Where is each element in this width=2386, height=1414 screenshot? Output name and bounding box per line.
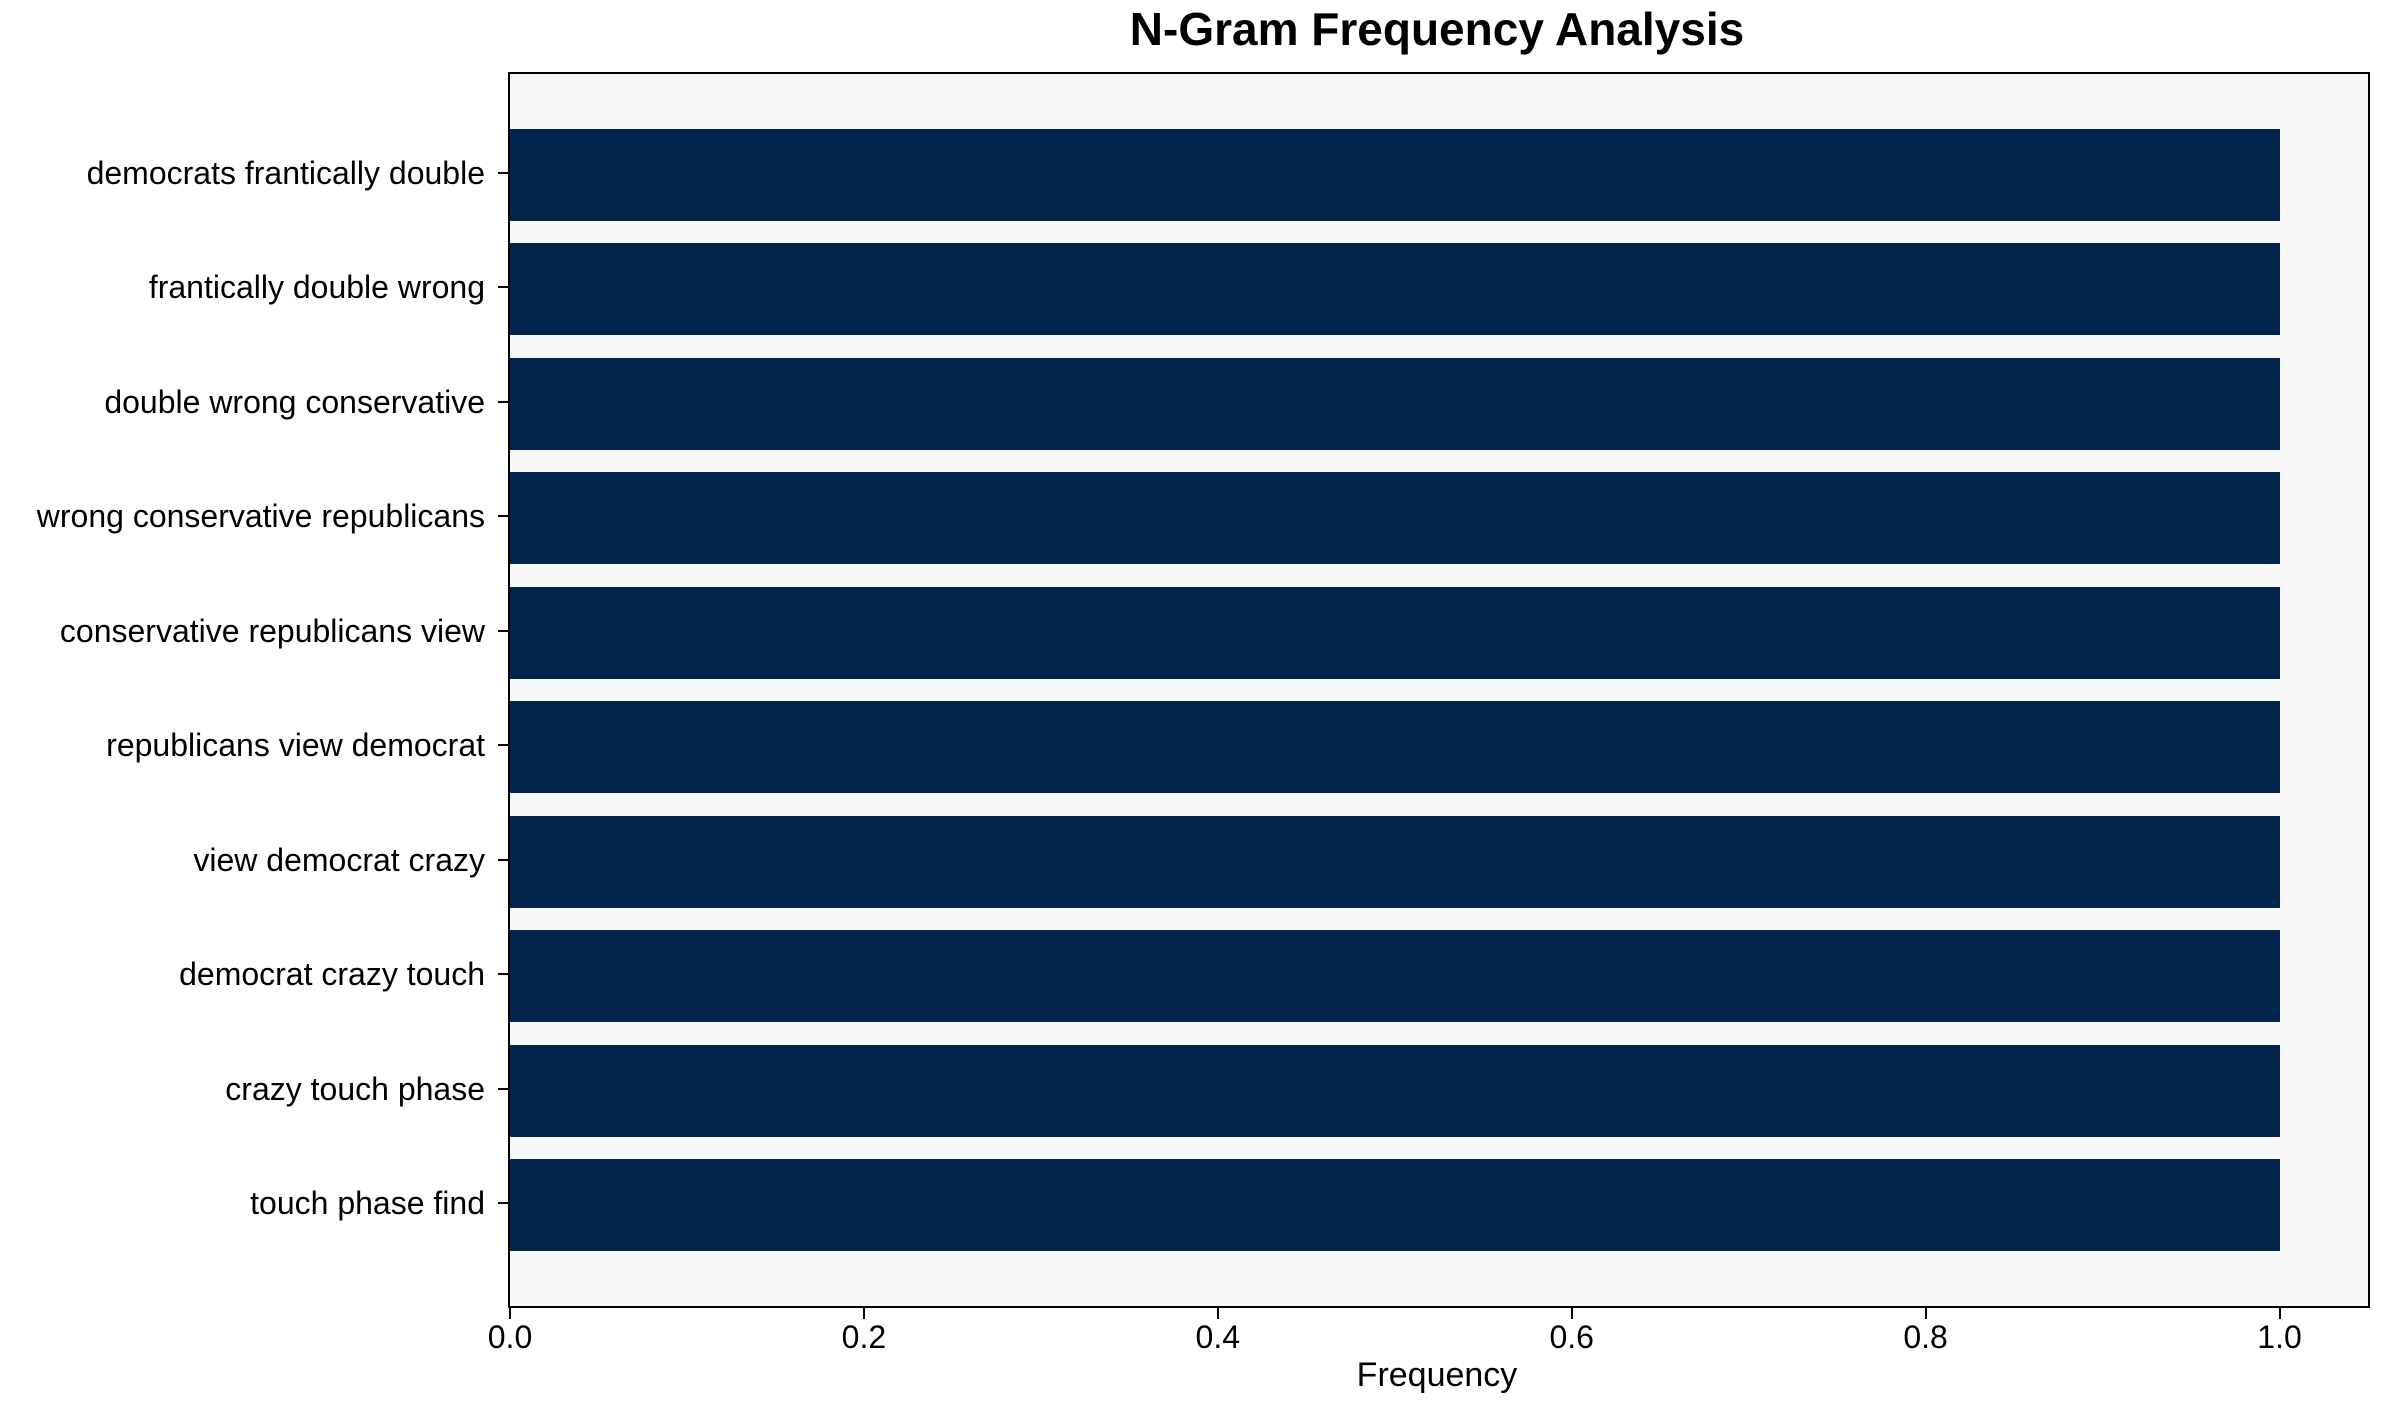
bar (510, 1044, 2280, 1137)
bar (510, 243, 2280, 336)
x-tick-mark (1216, 1308, 1219, 1319)
y-tick-mark (498, 1087, 508, 1090)
x-tick-mark (1570, 1308, 1573, 1319)
y-tick-label: wrong conservative republicans (36, 498, 485, 535)
bar (510, 1158, 2280, 1251)
x-tick-label: 0.0 (487, 1319, 533, 1355)
y-tick-label: democrats frantically double (86, 155, 485, 191)
y-tick-label: republicans view democrat (106, 727, 485, 764)
x-tick-mark (862, 1308, 865, 1319)
x-tick-mark (509, 1308, 511, 1319)
bar (510, 357, 2280, 450)
y-tick-mark (498, 629, 508, 632)
y-tick-mark (498, 858, 508, 861)
y-tick-label: democrat crazy touch (179, 956, 485, 993)
chart-title: N-Gram Frequency Analysis (1129, 3, 1745, 55)
x-tick-label: 0.6 (1549, 1319, 1594, 1355)
bar (510, 930, 2280, 1023)
bar (510, 472, 2280, 565)
y-tick-mark (498, 1201, 508, 1204)
bar (510, 815, 2280, 908)
bar (510, 586, 2280, 679)
x-tick-label: 0.4 (1195, 1319, 1241, 1355)
x-tick-label: 0.2 (841, 1319, 887, 1355)
y-tick-label: crazy touch phase (225, 1070, 485, 1107)
y-tick-mark (498, 286, 508, 289)
y-tick-mark (498, 744, 508, 747)
bar (510, 701, 2280, 794)
y-tick-mark (498, 172, 508, 174)
y-tick-label: frantically double wrong (148, 269, 485, 306)
y-tick-label: touch phase find (250, 1184, 485, 1221)
y-tick-mark (498, 973, 508, 976)
plot-area (508, 72, 2370, 1308)
y-tick-label: view democrat crazy (193, 841, 485, 878)
x-axis-label: Frequency (1356, 1356, 1518, 1394)
y-tick-mark (498, 400, 508, 403)
y-tick-label: conservative republicans view (59, 612, 485, 649)
y-tick-mark (498, 515, 508, 518)
bar (510, 129, 2280, 221)
x-tick-mark (1924, 1308, 1927, 1319)
y-tick-label: double wrong conservative (104, 383, 485, 420)
x-tick-label: 1.0 (2257, 1319, 2302, 1355)
x-tick-mark (2278, 1308, 2281, 1319)
x-tick-label: 0.8 (1903, 1319, 1948, 1355)
